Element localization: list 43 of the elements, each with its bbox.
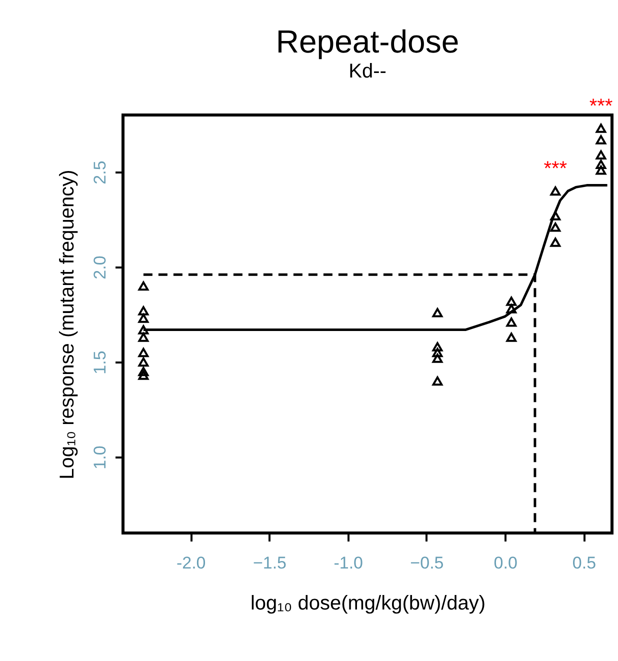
point xyxy=(138,281,149,291)
point xyxy=(138,357,149,367)
point xyxy=(138,370,149,380)
point xyxy=(138,325,149,334)
point xyxy=(138,332,149,342)
chart-subtitle: Kd-- xyxy=(348,60,386,82)
y-tick-label: 2.0 xyxy=(90,256,110,280)
point xyxy=(138,366,149,376)
point xyxy=(596,165,606,175)
point xyxy=(550,186,561,196)
point xyxy=(506,296,517,306)
point xyxy=(596,160,606,170)
x-tick-label: -1.0 xyxy=(334,554,363,572)
annotation: *** xyxy=(544,158,568,180)
point xyxy=(596,124,606,133)
x-tick-label: 0.5 xyxy=(572,554,596,572)
point xyxy=(506,317,517,327)
y-tick-label: 1.5 xyxy=(90,350,110,374)
x-tick-label: −1.5 xyxy=(252,554,287,572)
point xyxy=(432,354,443,363)
annotation: *** xyxy=(589,95,613,118)
point xyxy=(596,135,606,144)
y-tick-label: 2.5 xyxy=(90,160,110,184)
point xyxy=(506,304,517,314)
point xyxy=(550,238,561,247)
y-axis-title: Log₁₀ response (mutant frequency) xyxy=(56,170,78,480)
point xyxy=(432,348,443,358)
point xyxy=(432,376,443,386)
y-tick-label: 1.0 xyxy=(90,446,110,470)
point xyxy=(432,342,443,352)
point xyxy=(596,150,606,160)
chart-title: Repeat-dose xyxy=(276,23,460,60)
point xyxy=(506,332,517,342)
point xyxy=(432,308,443,318)
x-tick-label: −0.5 xyxy=(410,554,444,572)
x-tick-label: -2.0 xyxy=(176,554,206,572)
point xyxy=(138,314,149,323)
point xyxy=(550,211,561,220)
x-axis-title: log₁₀ dose(mg/kg(bw)/day) xyxy=(250,592,486,614)
x-tick-label: 0.0 xyxy=(494,554,518,572)
point xyxy=(138,306,149,316)
point xyxy=(138,348,149,358)
point xyxy=(550,222,561,232)
